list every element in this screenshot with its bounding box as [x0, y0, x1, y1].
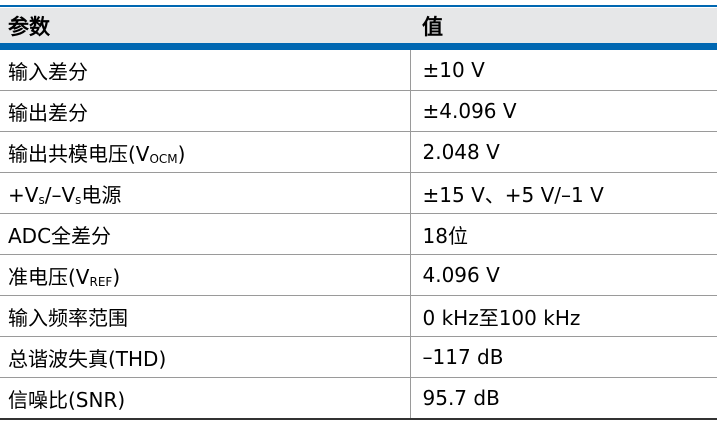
table-row: ADC全差分 18位 — [0, 213, 717, 255]
table-row: 信噪比(SNR) 95.7 dB — [0, 377, 717, 420]
param-cell: 输出共模电压(VOCM) — [0, 131, 410, 173]
value-cell: 0 kHz至100 kHz — [409, 295, 717, 337]
text-piece: +V — [8, 182, 39, 207]
param-cell: 输入差分 — [0, 46, 410, 91]
param-cell: +Vs/–Vs电源 — [0, 172, 410, 214]
table-row: +Vs/–Vs电源 ±15 V、+5 V/–1 V — [0, 172, 717, 214]
param-cell: 输入频率范围 — [0, 295, 410, 337]
table-row: 总谐波失真(THD) –117 dB — [0, 336, 717, 378]
subscript: REF — [89, 274, 113, 289]
header-cell: 值 — [410, 8, 717, 50]
subscript: s — [38, 192, 45, 207]
table-row: 输入差分 ±10 V — [0, 46, 717, 91]
table-row: 输出差分 ±4.096 V — [0, 90, 717, 132]
param-cell: ADC全差分 — [0, 213, 410, 255]
table-row: 准电压(VREF) 4.096 V — [0, 254, 717, 296]
param-cell: 准电压(VREF) — [0, 254, 410, 296]
value-cell: –117 dB — [409, 336, 717, 378]
top-rule — [0, 5, 717, 7]
value-cell: 2.048 V — [409, 131, 717, 173]
param-cell: 输出差分 — [0, 90, 410, 132]
text-piece: 准电压(V — [8, 264, 90, 289]
text-piece: /–V — [44, 182, 76, 207]
table-row: 输出共模电压(VOCM) 2.048 V — [0, 131, 717, 173]
text-piece: 输出共模电压(V — [8, 141, 150, 166]
value-cell: ±15 V、+5 V/–1 V — [409, 172, 717, 214]
text-piece: ) — [177, 141, 186, 166]
value-cell: ±10 V — [409, 46, 717, 91]
text-piece: ) — [112, 264, 121, 289]
value-cell: ±4.096 V — [409, 90, 717, 132]
subscript: s — [75, 192, 82, 207]
subscript: OCM — [149, 151, 178, 166]
param-cell: 总谐波失真(THD) — [0, 336, 410, 378]
spec-table: 参数 值 输入差分 ±10 V 输出差分 ±4.096 V 输出共模电压(VOCM) 2.… — [0, 8, 717, 420]
param-cell: 信噪比(SNR) — [0, 377, 410, 420]
text-piece: 电源 — [81, 182, 122, 207]
value-cell: 4.096 V — [409, 254, 717, 296]
value-cell: 95.7 dB — [409, 377, 717, 420]
table-body: 输入差分 ±10 V 输出差分 ±4.096 V 输出共模电压(VOCM) 2.048 V… — [0, 46, 717, 420]
header-row: 参数 值 — [0, 8, 717, 50]
value-cell: 18位 — [409, 213, 717, 255]
header-cell: 参数 — [0, 8, 410, 50]
table-row: 输入频率范围 0 kHz至100 kHz — [0, 295, 717, 337]
